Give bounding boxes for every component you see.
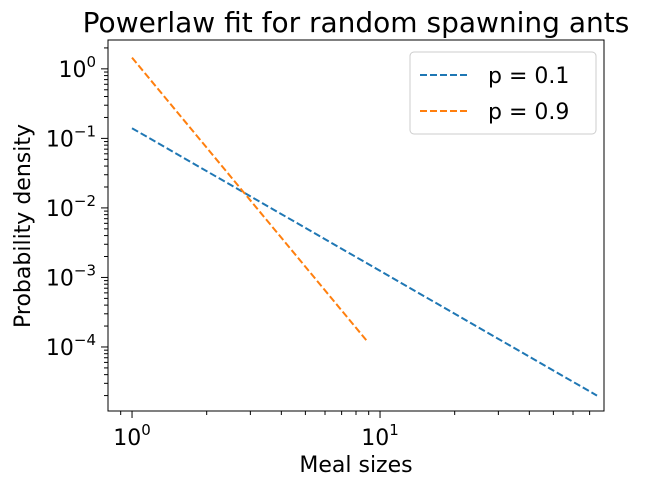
y-tick-label: 10−4 — [46, 331, 96, 361]
y-axis-label: Probability density — [11, 124, 36, 328]
x-tick-label: 101 — [361, 421, 399, 451]
x-axis-label: Meal sizes — [299, 453, 412, 478]
legend-box — [409, 51, 597, 135]
legend-label-p09: p = 0.9 — [488, 100, 569, 125]
major-tick-layer: 100 101 10−4 10−3 10−2 10−1 100 — [46, 53, 399, 451]
series-layer — [131, 56, 598, 397]
minor-tick-layer — [104, 47, 591, 415]
x-tick-label: 100 — [113, 421, 151, 451]
y-tick-label: 100 — [58, 53, 96, 83]
y-tick-label: 10−1 — [46, 122, 96, 152]
y-tick-label: 10−3 — [46, 261, 96, 291]
series-line-1 — [131, 56, 368, 341]
legend-label-p01: p = 0.1 — [488, 64, 569, 89]
y-tick-label: 10−2 — [46, 192, 96, 222]
legend: p = 0.1 p = 0.9 — [409, 51, 597, 135]
chart-title: Powerlaw fit for random spawning ants — [83, 6, 630, 39]
axes-frame — [107, 39, 605, 412]
